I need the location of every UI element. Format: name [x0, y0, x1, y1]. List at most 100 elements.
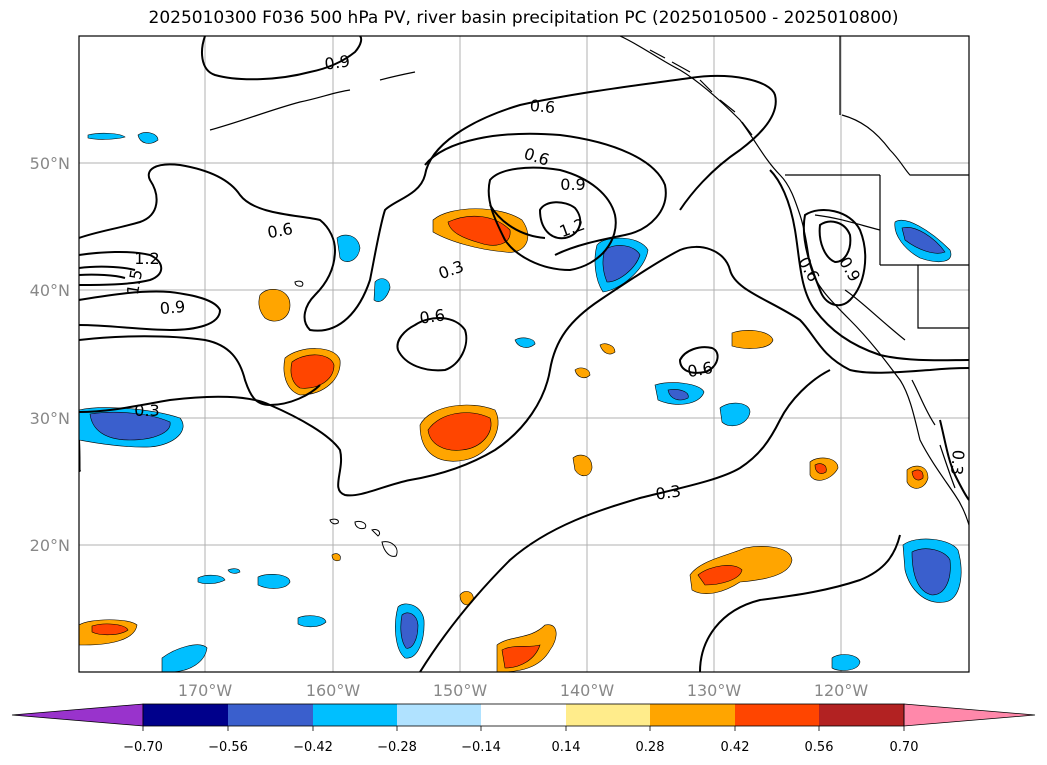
pv-contour-0.3-lower [419, 369, 831, 672]
colorbar-tick-label: −0.42 [293, 740, 333, 755]
lon-label: 120°W [814, 681, 869, 700]
latitude-labels: 50°N 40°N 30°N 20°N [30, 154, 70, 555]
contour-label: 0.3 [436, 257, 466, 284]
precip-blob-neg [911, 548, 951, 596]
pv-contour-0.6-coastal-long [769, 169, 969, 362]
precip-blob-pos [447, 215, 511, 246]
pv-contour-0.3-east [699, 534, 901, 672]
contour-label: 0.9 [560, 175, 585, 194]
precip-blob-neg [336, 234, 361, 262]
colorbar-tick-label: 0.70 [890, 740, 919, 755]
pv-contour-0.9-left [79, 290, 222, 332]
pv-contour-0.3-far-east [939, 419, 969, 501]
precip-blob-neg [137, 132, 159, 144]
colorbar-segment [650, 704, 735, 726]
pv-contour-0.9-coast [818, 220, 852, 264]
lon-label: 140°W [560, 681, 615, 700]
contour-label: 0.6 [266, 219, 294, 242]
colorbar-extend-high [903, 703, 1036, 727]
colorbar-segment [481, 704, 566, 726]
colorbar-tick-label: 0.56 [805, 740, 834, 755]
pv-contour-0.9-mid [487, 166, 617, 272]
pv-contours [79, 36, 969, 672]
contour-label: 0.3 [654, 481, 682, 503]
contour-label: 0.9 [323, 51, 351, 73]
precip-blob-neg [514, 337, 536, 348]
precip-blob-pos [572, 454, 593, 477]
precip-blob-pos [574, 367, 591, 379]
lon-label: 130°W [687, 681, 742, 700]
colorbar-segment [819, 704, 904, 726]
pv-contour-1.5 [79, 265, 136, 279]
precip-blob-neg [257, 573, 291, 589]
colorbar-segment [735, 704, 819, 726]
colorbar-tick-label: 0.28 [636, 740, 665, 755]
lat-label: 50°N [30, 154, 70, 173]
lat-label: 40°N [30, 281, 70, 300]
colorbar-segment [397, 704, 481, 726]
precip-blob-neg [197, 574, 226, 585]
pv-contour-0.6-north [79, 75, 777, 332]
contour-label: 0.6 [522, 144, 552, 170]
contour-label: 0.6 [686, 358, 714, 381]
contour-label: 0.9 [159, 297, 186, 318]
colorbar-extend-low [11, 703, 144, 727]
pv-contour-0.6-left [79, 335, 321, 407]
lat-label: 30°N [30, 409, 70, 428]
precip-blob-neg [373, 278, 391, 302]
precip-blob-pos [427, 412, 492, 451]
plot-title: 2025010300 F036 500 hPa PV, river basin … [148, 8, 899, 28]
precip-blob-neg [297, 615, 327, 628]
precip-blob-neg [87, 132, 126, 140]
pv-contour-0.3-main [79, 245, 969, 497]
contour-label: 0.6 [418, 305, 446, 327]
colorbar-tick-label: 0.42 [721, 740, 750, 755]
gridlines [79, 36, 969, 672]
colorbar-tick-label: −0.56 [208, 740, 248, 755]
contour-label: 0.3 [134, 401, 159, 420]
pv-contour-0.6-center [396, 317, 468, 372]
pv-contour-lowleft [79, 250, 163, 286]
lon-label: 150°W [433, 681, 488, 700]
pv-contour-1.2-mid [538, 201, 582, 240]
colorbar: −0.70 −0.56 −0.42 −0.28 −0.14 0.14 0.28 … [11, 703, 1036, 755]
precip-blob-neg [667, 389, 689, 401]
precip-blob-pos [258, 288, 291, 322]
contour-label: 0.9 [835, 253, 864, 285]
precip-blob-pos [697, 565, 743, 586]
precip-blob-pos [911, 469, 924, 481]
hawaii-islands [294, 280, 398, 557]
colorbar-tick-label: 0.14 [552, 740, 581, 755]
precip-blob-neg [161, 644, 208, 672]
lon-label: 170°W [178, 681, 233, 700]
contour-label: 0.3 [947, 449, 968, 476]
colorbar-tick-label: −0.14 [461, 740, 501, 755]
contour-label: 1.2 [134, 249, 159, 268]
lat-label: 20°N [30, 536, 70, 555]
precip-blob-neg [227, 568, 241, 574]
precip-blob-neg [89, 411, 171, 441]
precip-blob-pos [501, 644, 541, 669]
longitude-labels: 170°W 160°W 150°W 140°W 130°W 120°W [178, 681, 869, 700]
precip-blob-pos [91, 623, 129, 636]
colorbar-tick-label: −0.70 [123, 740, 163, 755]
precip-blob-neg [719, 402, 751, 427]
precip-shading [79, 132, 962, 672]
precip-blob-pos [331, 553, 341, 562]
precip-blob-pos [290, 354, 335, 389]
pv-contour-0.6-coast [802, 209, 867, 307]
pv-contour-0.9-north [201, 36, 363, 81]
colorbar-segment [313, 704, 397, 726]
pv-contour-0.6-east [678, 346, 719, 374]
colorbar-tick-label: −0.28 [377, 740, 417, 755]
contour-label: 1.2 [557, 215, 587, 242]
precip-blob-neg [831, 654, 861, 671]
precip-blob-neg [400, 612, 419, 649]
precip-blob-neg [602, 245, 641, 283]
coastlines [209, 36, 969, 526]
colorbar-frame [142, 703, 905, 727]
precip-blob-neg [901, 227, 946, 254]
pv-contour-0.6-mid [424, 132, 667, 256]
map-frame [78, 35, 970, 673]
